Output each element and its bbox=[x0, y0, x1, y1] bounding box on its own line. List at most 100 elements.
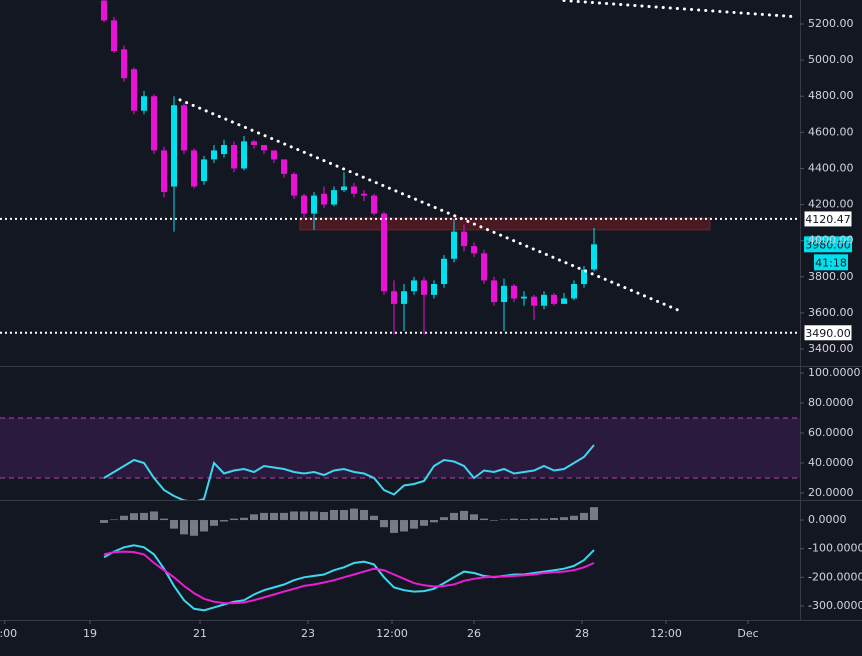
candle-body bbox=[291, 173, 297, 196]
x-tick-label: 28 bbox=[575, 627, 589, 640]
last-price-box bbox=[804, 236, 852, 253]
histogram-bar bbox=[440, 517, 448, 521]
histogram-bar bbox=[140, 512, 148, 521]
histogram-bar bbox=[410, 520, 418, 529]
histogram-bar bbox=[570, 515, 578, 521]
candle-body bbox=[121, 49, 127, 79]
rsi-line bbox=[103, 444, 595, 500]
candle-body bbox=[381, 213, 387, 292]
candle-body bbox=[311, 195, 317, 214]
candle-body bbox=[431, 284, 437, 295]
histogram-bar bbox=[560, 517, 568, 521]
histogram-bar bbox=[110, 519, 118, 521]
histogram-bar bbox=[430, 520, 438, 523]
histogram-bar bbox=[350, 508, 358, 521]
histogram-bar bbox=[290, 511, 298, 521]
candle-body bbox=[101, 0, 107, 21]
candle-body bbox=[131, 69, 137, 111]
histogram-bar bbox=[100, 520, 108, 523]
histogram-bar bbox=[450, 512, 458, 521]
histogram-bar bbox=[220, 520, 228, 522]
histogram-bar bbox=[130, 513, 138, 521]
histogram-bar bbox=[320, 512, 328, 521]
y-tick-label: 3600.00 bbox=[808, 306, 854, 319]
x-tick-label: 19 bbox=[83, 627, 97, 640]
trend-line bbox=[178, 98, 680, 312]
histogram-bar bbox=[310, 511, 318, 521]
price-label: 3490.00 bbox=[805, 327, 851, 340]
histogram-bar bbox=[460, 510, 468, 521]
histogram-bar bbox=[470, 514, 478, 521]
candle-body bbox=[531, 296, 537, 306]
histogram-bar bbox=[340, 510, 348, 521]
candle-body bbox=[511, 285, 517, 299]
price-label-box bbox=[803, 210, 853, 228]
histogram-bar bbox=[370, 515, 378, 521]
y-tick-label: -100.0000 bbox=[808, 542, 862, 555]
histogram-bar bbox=[360, 510, 368, 521]
candle-body bbox=[111, 20, 117, 52]
panel bbox=[101, 0, 798, 335]
histogram-bar bbox=[230, 518, 238, 521]
y-tick-label: 4000.00 bbox=[808, 234, 854, 247]
candle-body bbox=[581, 269, 587, 285]
y-tick-label: 5000.00 bbox=[808, 53, 854, 66]
candle-body bbox=[481, 253, 487, 281]
candle-body bbox=[501, 285, 507, 303]
histogram-bar bbox=[390, 520, 398, 533]
histogram-bar bbox=[400, 520, 408, 532]
x-tick-label: 2:00 bbox=[0, 627, 17, 640]
y-tick-label: -300.0000 bbox=[808, 599, 862, 612]
candle-body bbox=[551, 294, 557, 304]
x-tick-label: 23 bbox=[301, 627, 315, 640]
y-tick-label: 4200.00 bbox=[808, 198, 854, 211]
histogram-bar bbox=[270, 512, 278, 521]
histogram-bar bbox=[210, 520, 218, 526]
candle-body bbox=[541, 294, 547, 306]
histogram-bar bbox=[260, 512, 268, 521]
candle-body bbox=[361, 193, 367, 196]
y-tick-label: 4800.00 bbox=[808, 89, 854, 102]
histogram-bar bbox=[190, 520, 198, 536]
histogram-bar bbox=[520, 519, 528, 521]
histogram-bar bbox=[280, 512, 288, 521]
y-tick-label: 4400.00 bbox=[808, 161, 854, 174]
candle-body bbox=[471, 246, 477, 254]
candle-body bbox=[571, 284, 577, 299]
histogram-bar bbox=[170, 520, 178, 529]
histogram-bar bbox=[490, 520, 498, 521]
candle-body bbox=[141, 96, 147, 111]
y-tick-label: 40.0000 bbox=[808, 456, 854, 469]
candle-body bbox=[151, 96, 157, 151]
y-tick-label: 0.0000 bbox=[808, 513, 847, 526]
y-tick-label: 60.0000 bbox=[808, 426, 854, 439]
y-tick-label: 4600.00 bbox=[808, 125, 854, 138]
candle-body bbox=[331, 190, 337, 205]
histogram-bar bbox=[330, 510, 338, 521]
candle-body bbox=[371, 195, 377, 214]
histogram-bar bbox=[500, 519, 508, 521]
y-tick-label: 100.0000 bbox=[808, 366, 861, 379]
macd-line bbox=[103, 550, 595, 605]
histogram-bar bbox=[590, 507, 598, 521]
candle-body bbox=[201, 159, 207, 182]
histogram-bar bbox=[200, 520, 208, 532]
candle-body bbox=[561, 298, 567, 304]
candle-body bbox=[301, 195, 307, 214]
candle-body bbox=[211, 150, 217, 160]
histogram-bar bbox=[150, 511, 158, 521]
histogram-bar bbox=[180, 520, 188, 535]
y-tick-label: 3400.00 bbox=[808, 342, 854, 355]
candle-body bbox=[521, 296, 527, 299]
y-tick-label: -200.0000 bbox=[808, 570, 862, 583]
histogram-bar bbox=[420, 520, 428, 526]
histogram-bar bbox=[300, 511, 308, 521]
last-price-label: 3980.00 bbox=[805, 238, 851, 251]
candle-body bbox=[241, 141, 247, 169]
histogram-bar bbox=[240, 517, 248, 521]
candle-body bbox=[161, 150, 167, 192]
candle-body bbox=[451, 231, 457, 259]
histogram-bar bbox=[120, 515, 128, 521]
candle-body bbox=[421, 280, 427, 295]
